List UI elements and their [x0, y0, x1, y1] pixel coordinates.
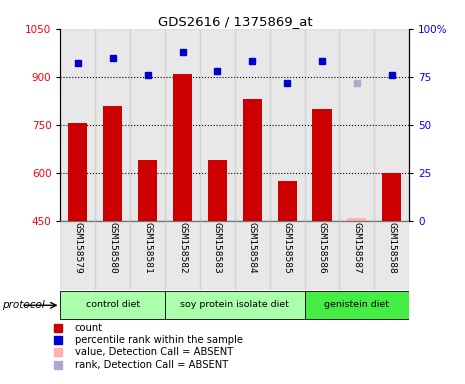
Bar	[138, 160, 157, 221]
Bar	[235, 29, 270, 221]
Bar	[130, 29, 165, 221]
Text: GSM158580: GSM158580	[108, 222, 117, 274]
Text: GSM158586: GSM158586	[318, 222, 326, 274]
Bar	[305, 29, 339, 221]
Text: GSM158583: GSM158583	[213, 222, 222, 274]
Bar	[339, 29, 374, 221]
Bar	[130, 221, 165, 290]
Bar	[165, 221, 200, 290]
Bar	[200, 29, 235, 221]
Bar	[374, 221, 409, 290]
Text: count: count	[75, 323, 103, 333]
Bar	[382, 173, 401, 221]
Bar	[95, 221, 130, 290]
Text: protocol: protocol	[2, 300, 45, 310]
Bar	[103, 106, 122, 221]
Bar	[173, 74, 192, 221]
Bar	[165, 29, 200, 221]
Text: GSM158579: GSM158579	[73, 222, 82, 274]
Bar	[243, 99, 262, 221]
Bar	[305, 221, 339, 290]
Bar	[60, 29, 95, 221]
Text: soy protein isolate diet: soy protein isolate diet	[180, 300, 289, 309]
Bar	[270, 221, 305, 290]
Bar	[278, 181, 297, 221]
Text: value, Detection Call = ABSENT: value, Detection Call = ABSENT	[75, 347, 233, 358]
Bar	[339, 221, 374, 290]
Bar	[270, 29, 305, 221]
Bar	[68, 123, 87, 221]
Text: GSM158588: GSM158588	[387, 222, 396, 274]
Text: GSM158584: GSM158584	[248, 222, 257, 274]
Title: GDS2616 / 1375869_at: GDS2616 / 1375869_at	[158, 15, 312, 28]
Text: GSM158587: GSM158587	[352, 222, 361, 274]
Bar	[208, 160, 227, 221]
Text: percentile rank within the sample: percentile rank within the sample	[75, 335, 243, 345]
Bar	[60, 221, 95, 290]
Bar	[374, 29, 409, 221]
Bar	[235, 221, 270, 290]
Text: rank, Detection Call = ABSENT: rank, Detection Call = ABSENT	[75, 359, 228, 369]
FancyBboxPatch shape	[305, 291, 409, 319]
Text: GSM158585: GSM158585	[283, 222, 292, 274]
Bar	[312, 109, 332, 221]
Bar	[347, 218, 366, 221]
FancyBboxPatch shape	[165, 291, 305, 319]
Text: GSM158581: GSM158581	[143, 222, 152, 274]
Bar	[95, 29, 130, 221]
Text: GSM158582: GSM158582	[178, 222, 187, 274]
FancyBboxPatch shape	[60, 291, 165, 319]
Bar	[200, 221, 235, 290]
Text: genistein diet: genistein diet	[325, 300, 389, 309]
Text: control diet: control diet	[86, 300, 140, 309]
